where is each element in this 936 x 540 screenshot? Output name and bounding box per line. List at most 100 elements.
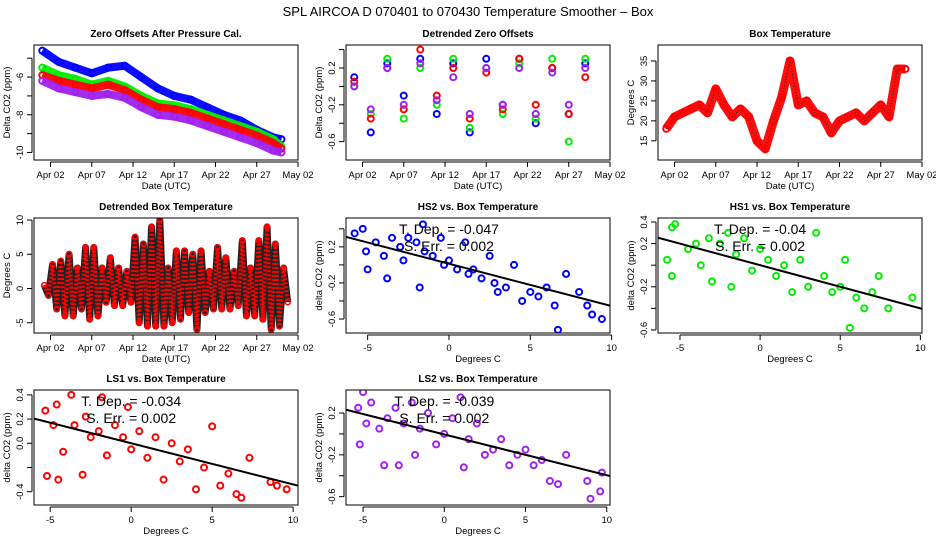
x-tick-label: Apr 27 [867,170,895,181]
data-point [515,54,524,63]
data-point [57,257,65,265]
data-point [581,73,590,82]
data-point [583,301,592,310]
data-point [860,116,869,125]
data-point [78,305,85,313]
y-axis-label: Degrees C [2,253,13,299]
panel-1: Zero Offsets After Pressure Cal. Apr 02 Ap… [2,29,314,192]
panel-7: LS1 vs. Box Temperature -5 0 5 10 Degrees C 0.… [2,374,299,537]
data-point [247,264,254,272]
data-point [449,64,458,72]
x-tick-label: Apr 27 [243,343,271,354]
data-point [200,463,209,472]
plot-frame [345,44,611,161]
data-point [534,292,543,301]
data-point [177,316,184,323]
data-point [510,260,519,269]
data-point [87,84,96,93]
data-point [53,305,60,313]
data-point [259,316,267,323]
data-point [756,244,765,253]
data-point [449,73,458,82]
data-point [175,457,184,466]
data-point [127,445,136,454]
data-point [396,242,405,251]
data-point [501,283,510,292]
y-tick-label: 0.2 [327,240,338,253]
data-point [218,305,225,313]
data-point [550,301,559,310]
data-point [41,406,50,415]
data-point [465,128,474,137]
data-point [399,91,408,100]
y-tick-label: -6 [15,73,26,81]
data-point [505,461,514,470]
data-point [358,224,367,233]
data-point [137,73,146,82]
data-point [191,485,200,494]
data-point [472,419,481,428]
data-point [884,304,893,313]
data-point [841,255,850,264]
data-point [465,114,474,123]
data-point [411,450,420,459]
plot-frame [657,44,923,161]
y-tick-label: -0.2 [327,97,338,113]
data-point [465,110,474,118]
annotation-tdep: T. Dep. = -0.047 [399,221,499,237]
data-point [252,139,261,148]
data-point [269,146,278,155]
data-point [728,112,737,121]
data-point [812,228,821,237]
panel-title: HS1 vs. Box Temperature [730,202,851,213]
data-point [153,103,162,112]
data-point [388,233,397,242]
data-point [140,240,147,248]
series-line-4 [40,77,283,157]
data-point [102,451,111,460]
panel-title: Zero Offsets After Pressure Cal. [90,29,242,40]
data-point [416,59,425,68]
data-point [796,255,805,264]
y-tick-label: 0.4 [15,388,26,401]
data-point [111,302,118,309]
data-point [216,481,225,490]
data-point [828,288,837,297]
figure-title: SPL AIRCOA D 070401 to 070430 Temperatur… [283,4,654,19]
y-axis-label: Degrees C [626,80,637,126]
x-tick-label: Apr 22 [826,170,854,181]
x-tick-label: 10 [288,515,299,526]
data-point [350,229,359,238]
data-point [820,271,829,280]
data-point [901,64,910,73]
y-tick-label: 0.2 [639,237,650,250]
data-point [670,112,679,121]
data-point [432,440,441,449]
plot-frame [33,44,299,161]
data-point [416,45,425,54]
data-point [498,105,507,114]
data-point [67,390,76,399]
data-point [224,469,233,478]
data-point [529,461,538,470]
data-point [835,116,844,125]
data-point [740,234,749,243]
data-point [482,54,491,63]
data-point [596,487,605,496]
data-point [230,268,238,275]
x-axis-label: Date (UTC) [142,181,191,192]
data-point [583,476,592,485]
data-point [845,323,854,332]
data-point [362,419,371,428]
y-tick-label: -0.6 [327,488,338,504]
data-point [744,112,753,121]
data-point [69,312,77,320]
data-point [383,414,392,423]
data-point [518,296,527,305]
panel-title: HS2 vs. Box Temperature [418,202,539,213]
x-tick-label: Apr 02 [37,343,65,354]
data-point [678,108,687,117]
data-point [367,398,376,407]
data-point [526,287,535,296]
y-tick-label: -10 [15,146,26,160]
